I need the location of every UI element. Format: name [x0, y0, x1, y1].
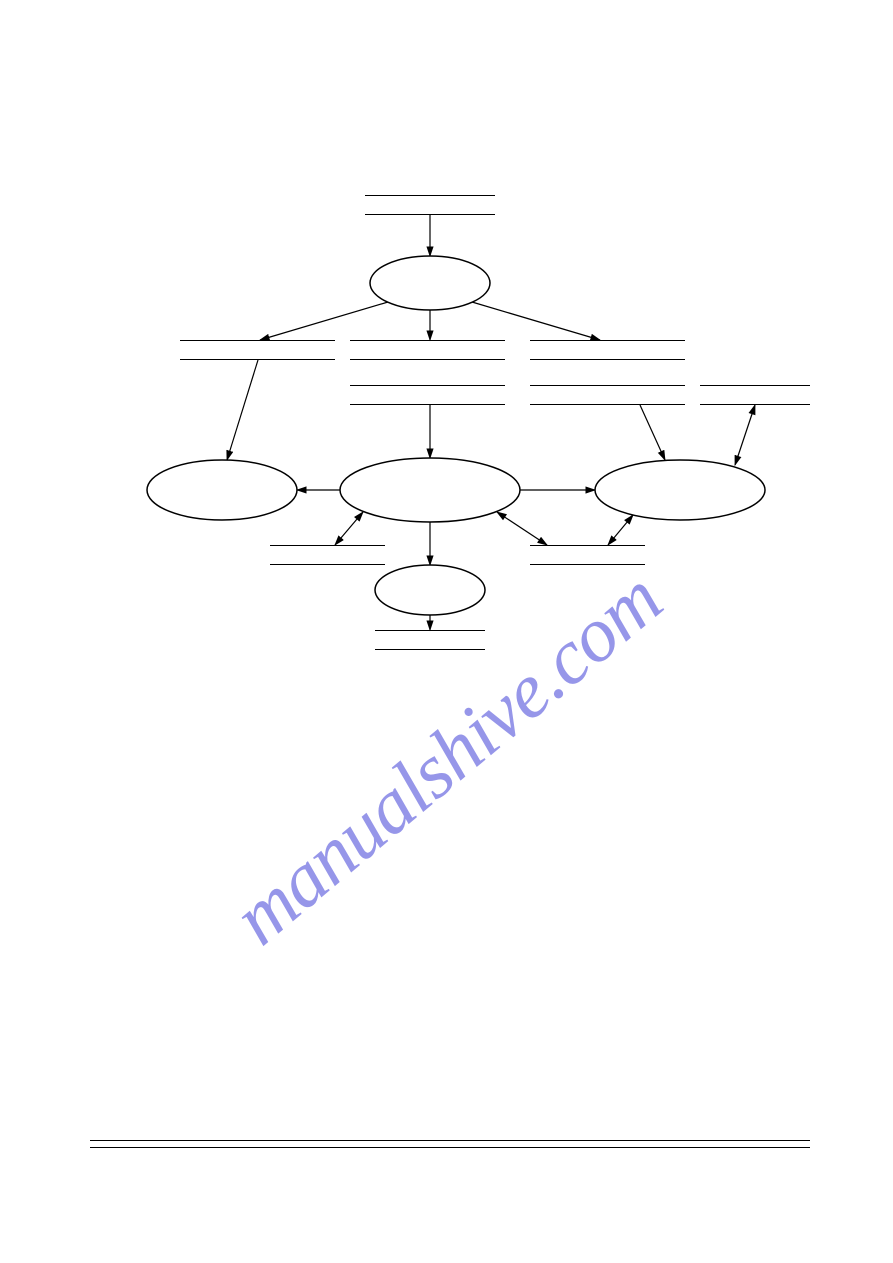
ellipse-e5 [375, 565, 485, 615]
edge-13 [608, 515, 633, 545]
ellipse-e3 [340, 458, 520, 522]
edge-1 [260, 302, 388, 340]
edge-4 [227, 360, 258, 460]
edge-3 [472, 302, 600, 340]
label-box-dl-top [365, 195, 495, 215]
edge-11 [497, 512, 547, 545]
label-box-dl-row3b [530, 385, 685, 405]
label-box-dl-row2c [530, 340, 685, 360]
ellipse-e2 [147, 460, 297, 520]
label-box-dl-final [375, 630, 485, 650]
ellipse-e1 [370, 256, 490, 310]
edge-10 [335, 512, 363, 545]
footer-divider [90, 1140, 810, 1148]
edge-6 [640, 405, 665, 460]
ellipse-e4 [595, 460, 765, 520]
label-box-dl-row2a [180, 340, 335, 360]
label-box-dl-bottom-l [270, 545, 385, 565]
label-box-dl-row2b [350, 340, 505, 360]
label-box-dl-row3c [700, 385, 810, 405]
label-box-dl-bottom-r [530, 545, 645, 565]
edge-7 [735, 405, 755, 465]
label-box-dl-row3a [350, 385, 505, 405]
